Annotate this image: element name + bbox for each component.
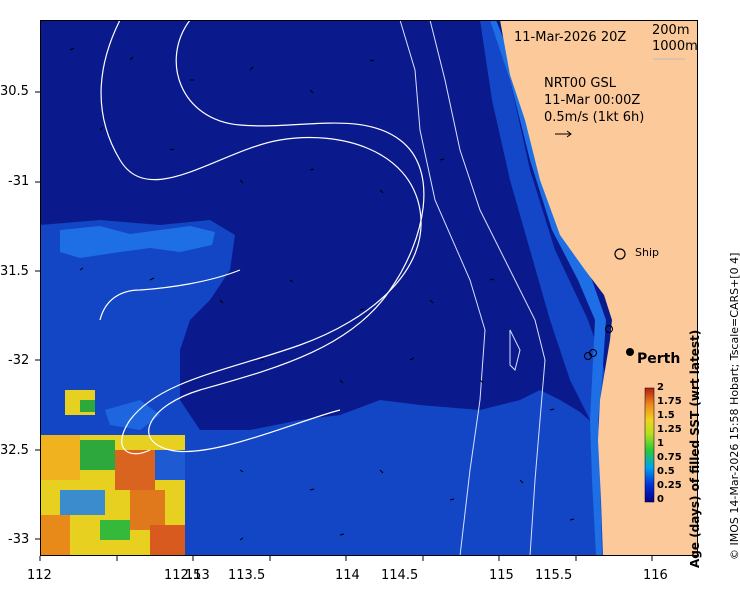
x-tick-label: 114.5	[381, 568, 419, 583]
x-tick-label: 115.5	[535, 568, 573, 583]
current-scale-arrow	[555, 130, 572, 138]
ship-marker[interactable]	[614, 248, 626, 260]
current-contour	[99, 20, 425, 455]
colorbar-tick: 0.25	[657, 480, 682, 491]
x-tick-label: 115	[489, 568, 514, 583]
current-vectors	[69, 47, 575, 541]
map-canvas	[40, 20, 698, 556]
colorbar-tick: 0	[657, 494, 664, 505]
colorbar-tick: 0.5	[657, 466, 675, 477]
sst-map[interactable]: 11-Mar-2026 20Z 200m 1000m NRT00 GSL 11-…	[40, 20, 698, 556]
shelf-band	[480, 20, 612, 556]
current-scale-label: 0.5m/s (1kt 6h)	[544, 110, 645, 125]
x-tick-label: 112.5	[164, 568, 202, 583]
sst-age-region-light-2	[105, 400, 160, 430]
x-tick-label: 114	[335, 568, 360, 583]
sst-age-patch	[40, 390, 185, 556]
isobath-contours	[399, 20, 546, 556]
current-time-label: 11-Mar 00:00Z	[544, 93, 641, 108]
y-tick-label: -31	[8, 174, 30, 189]
credit-text: © IMOS 14-Mar-2026 15:58 Hobart; Tscale=…	[728, 252, 740, 560]
isobath-label-1000: 1000m	[652, 39, 698, 54]
y-tick-label: 31.5	[0, 264, 29, 279]
x-tick-label: 116	[643, 568, 668, 583]
x-tick-label: 113	[185, 568, 210, 583]
coastal-band	[490, 20, 606, 556]
colorbar-tick: 2	[657, 382, 664, 393]
mooring-markers	[584, 325, 613, 360]
colorbar-tick: 1.75	[657, 396, 682, 407]
perth-label: Perth	[637, 351, 681, 367]
y-tick-label: -32	[8, 353, 30, 368]
date-label: 11-Mar-2026 20Z	[514, 30, 627, 45]
ship-label: Ship	[635, 246, 659, 259]
sst-age-region-light	[60, 226, 215, 258]
isobath-label-200: 200m	[652, 23, 690, 38]
x-tick-label: 112	[27, 568, 52, 583]
perth-marker[interactable]	[626, 348, 634, 356]
colorbar-title: Age (days) of filled SST (wrt latest)	[688, 329, 702, 568]
y-tick-label: 30.5	[0, 84, 29, 99]
colorbar-tick: 1	[657, 438, 664, 449]
y-tick-label: 32.5	[0, 443, 29, 458]
colorbar-tick: 1.25	[657, 424, 682, 435]
colorbar-tick: 0.75	[657, 452, 682, 463]
y-tick-label: -33	[8, 532, 30, 547]
colorbar	[644, 387, 655, 503]
colorbar-tick: 1.5	[657, 410, 675, 421]
x-tick-label: 113.5	[228, 568, 266, 583]
current-source-label: NRT00 GSL	[544, 76, 616, 91]
